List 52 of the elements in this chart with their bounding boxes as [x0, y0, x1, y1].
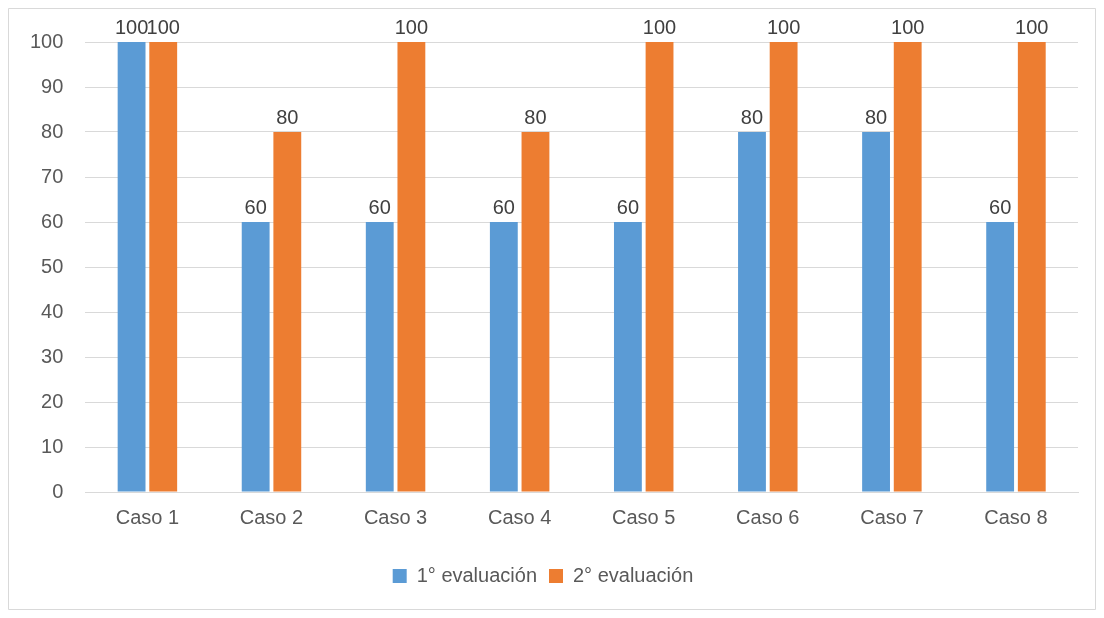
data-label: 100: [114, 15, 149, 38]
data-label: 100: [891, 15, 925, 38]
y-tick-label: 60: [41, 209, 64, 232]
bar: [241, 222, 270, 492]
y-tick-label: 100: [29, 29, 64, 52]
y-tick-label: 20: [41, 389, 64, 412]
bar: [273, 132, 302, 492]
y-tick-label: 40: [41, 299, 64, 322]
y-tick-label: 70: [41, 164, 64, 187]
x-tick-label: Caso 8: [984, 505, 1048, 528]
bar: [1017, 42, 1046, 492]
data-label: 100: [1015, 15, 1049, 38]
x-tick-label: Caso 3: [363, 505, 428, 528]
data-label: 60: [368, 195, 391, 218]
data-label: 100: [766, 15, 801, 38]
data-label: 60: [244, 195, 267, 218]
data-label: 100: [642, 15, 677, 38]
x-tick-label: Caso 6: [736, 505, 800, 528]
data-label: 80: [276, 105, 299, 128]
y-tick-label: 10: [41, 434, 64, 457]
bar: [738, 132, 766, 492]
bar: [521, 132, 550, 492]
data-label: 100: [394, 15, 429, 38]
bar: [489, 222, 518, 492]
bar: [149, 42, 178, 492]
bar: [117, 42, 146, 492]
x-tick-label: Caso 1: [115, 505, 180, 528]
data-label: 80: [740, 105, 764, 128]
bar: [365, 222, 394, 492]
y-tick-label: 50: [41, 254, 64, 277]
data-label: 60: [989, 195, 1012, 218]
bar: [397, 42, 426, 492]
x-tick-label: Caso 5: [612, 505, 676, 528]
data-label: 60: [616, 195, 640, 218]
legend-label: 2° evaluación: [573, 563, 694, 586]
bar: [645, 42, 674, 492]
legend-label: 1° evaluación: [416, 563, 538, 586]
data-label: 80: [864, 105, 888, 128]
data-label: 80: [524, 105, 547, 128]
bar: [613, 222, 642, 492]
x-tick-label: Caso 7: [860, 505, 924, 528]
data-label: 60: [492, 195, 515, 218]
bar: [769, 42, 798, 492]
y-tick-label: 0: [52, 479, 64, 502]
bar: [986, 222, 1015, 492]
y-tick-label: 30: [41, 344, 64, 367]
y-tick-label: 80: [41, 119, 64, 142]
bar: [862, 132, 890, 492]
y-tick-label: 90: [41, 74, 64, 97]
x-tick-label: Caso 4: [487, 505, 552, 528]
bar: [893, 42, 922, 492]
x-tick-label: Caso 2: [239, 505, 304, 528]
